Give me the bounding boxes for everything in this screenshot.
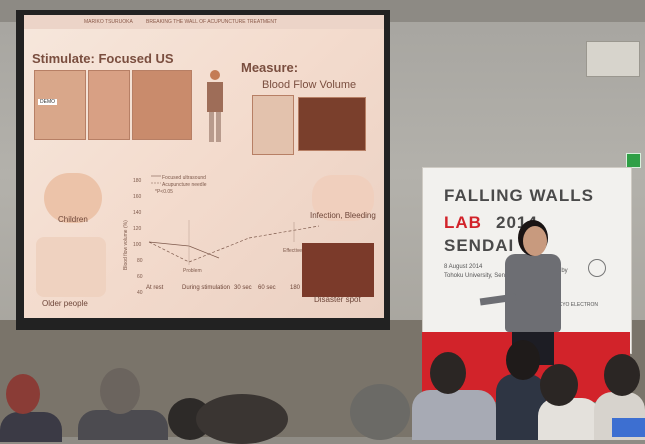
- audience-head: [506, 340, 540, 380]
- photo-arm: [252, 95, 294, 155]
- x-tick-60: 60 sec: [258, 285, 276, 291]
- y-tick: 100: [133, 242, 142, 248]
- audience-head: [196, 394, 288, 444]
- blood-flow-title: Blood Flow Volume: [262, 79, 357, 91]
- measure-title: Measure:: [241, 60, 299, 75]
- sponsor-logo-icon: [588, 259, 606, 277]
- photo-ultrasound: [298, 97, 366, 151]
- y-tick: 120: [133, 226, 142, 232]
- x-tick-30: 30 sec: [234, 285, 252, 291]
- photo-finger: [88, 70, 130, 140]
- slide-header: [24, 15, 384, 29]
- audience-member: [496, 374, 546, 440]
- y-tick: 180: [133, 178, 142, 184]
- x-tick-rest: At rest: [146, 285, 164, 291]
- audience-head: [350, 384, 410, 440]
- banner-sponsor-name: TOKYO ELECTRON: [552, 302, 599, 308]
- audience-head: [6, 374, 40, 414]
- legend-significance: *P<0.05: [155, 189, 173, 195]
- banner-year: 2014: [496, 213, 538, 232]
- x-tick-during: During stimulation: [182, 285, 231, 291]
- y-tick: 40: [137, 290, 143, 296]
- stimulate-title: Stimulate: Focused US: [32, 51, 174, 66]
- blood-flow-chart: Focused ultrasound Acupuncture needle *P…: [123, 175, 319, 296]
- slide-author: MARIKO TSURUOKA: [84, 19, 133, 25]
- photo-device: [132, 70, 192, 140]
- legend-needle: Acupuncture needle: [162, 182, 207, 188]
- presenter-jacket: [505, 254, 561, 332]
- audience-head: [540, 364, 578, 406]
- presentation-slide: MARIKO TSURUOKA BREAKING THE WALL OF ACU…: [24, 15, 384, 318]
- illustration-child: [44, 173, 102, 223]
- banner-city: SENDAI: [444, 236, 515, 255]
- children-label: Children: [58, 215, 88, 224]
- photo-disaster: [302, 243, 374, 297]
- presenter-head: [523, 226, 547, 256]
- problem-label: Problem: [183, 268, 202, 274]
- banner-date: 8 August 2014: [444, 264, 483, 270]
- y-tick: 60: [137, 274, 143, 280]
- disaster-label: Disaster spot: [314, 295, 361, 304]
- y-tick: 140: [133, 210, 142, 216]
- blue-chair: [612, 418, 645, 437]
- older-people-label: Older people: [42, 299, 88, 308]
- y-axis-label: Blood flow volume (%): [123, 220, 129, 270]
- effective-label: Effective: [283, 248, 302, 254]
- wall-speaker: [586, 41, 640, 77]
- audience-member: [538, 398, 600, 440]
- y-tick: 160: [133, 194, 142, 200]
- banner-venue: Tohoku University, Sen: [444, 273, 505, 279]
- y-tick: 80: [137, 258, 143, 264]
- x-tick-180: 180: [290, 285, 301, 291]
- person-diagram: [204, 70, 226, 150]
- audience-member: [0, 412, 62, 442]
- banner-title-line1: FALLING WALLS: [444, 186, 594, 205]
- legend-ultrasound: Focused ultrasound: [162, 175, 206, 181]
- exit-sign: [626, 153, 641, 168]
- slide-topic: BREAKING THE WALL OF ACUPUNCTURE TREATME…: [146, 19, 278, 25]
- audience-member: [78, 410, 168, 440]
- photo-foot: [34, 70, 86, 140]
- photo-tag: DEMO: [38, 99, 57, 105]
- audience-head: [430, 352, 466, 394]
- audience-member: [412, 390, 496, 440]
- banner-lab: LAB: [444, 213, 482, 232]
- audience-head: [100, 368, 140, 414]
- audience-head: [604, 354, 640, 396]
- illustration-infection: [312, 175, 374, 221]
- infection-label: Infection, Bleeding: [310, 211, 376, 220]
- illustration-elderly: [36, 237, 106, 297]
